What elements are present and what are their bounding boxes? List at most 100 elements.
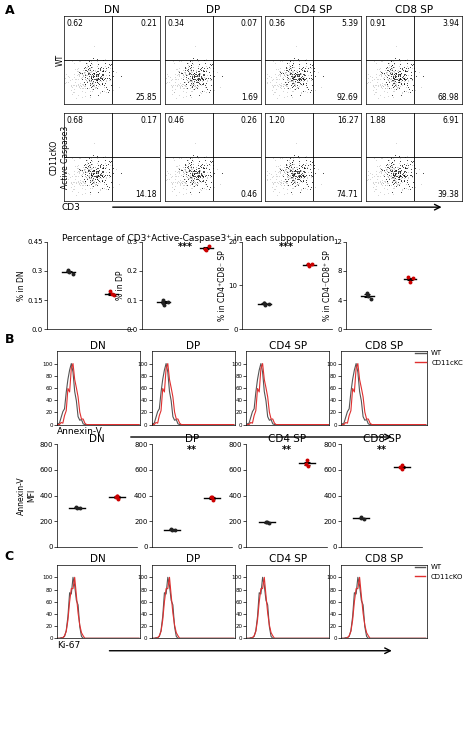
Point (188, 163, 195, 174)
Point (282, 79, 290, 91)
Point (188, 173, 196, 184)
Point (191, 80, 198, 92)
Point (191, 173, 198, 185)
Point (273, 176, 281, 188)
Point (390, 182, 398, 193)
Point (96, 86, 103, 98)
Point (387, 72, 395, 83)
Point (176, 178, 184, 190)
Point (377, 81, 385, 93)
Point (170, 80, 177, 92)
Point (177, 55, 185, 67)
Point (308, 156, 316, 168)
Point (71, 76, 78, 88)
Point (387, 169, 395, 181)
Point (410, 62, 418, 74)
Point (92, 79, 100, 91)
Point (75, 55, 82, 67)
Point (385, 166, 392, 178)
Point (373, 160, 381, 171)
Point (171, 184, 178, 195)
Point (297, 86, 305, 98)
Point (198, 70, 205, 81)
Point (376, 175, 383, 187)
Point (365, 291, 372, 302)
Point (303, 157, 310, 168)
Point (190, 78, 197, 89)
Point (198, 167, 205, 179)
Point (208, 155, 216, 167)
Point (289, 178, 296, 190)
Point (377, 166, 384, 178)
Point (188, 169, 195, 181)
Point (280, 165, 288, 177)
Point (408, 69, 415, 81)
Point (90, 73, 98, 85)
Point (299, 71, 306, 83)
Point (392, 70, 399, 82)
Point (182, 177, 190, 189)
Point (82, 57, 90, 69)
Point (88, 81, 96, 92)
Point (196, 67, 204, 78)
Point (107, 156, 114, 168)
Point (298, 87, 305, 99)
Point (290, 78, 297, 89)
Point (288, 176, 295, 187)
Point (283, 86, 291, 97)
Point (197, 71, 204, 83)
Point (71, 83, 78, 94)
Point (206, 155, 213, 167)
Point (203, 75, 210, 87)
Point (380, 78, 388, 89)
Point (298, 71, 305, 83)
Point (79, 78, 86, 89)
Point (191, 68, 199, 80)
Point (274, 160, 282, 172)
Point (388, 89, 396, 101)
Point (292, 80, 299, 92)
Point (187, 176, 194, 187)
Point (281, 70, 289, 82)
Point (283, 158, 290, 170)
Point (383, 158, 391, 170)
Text: 92.69: 92.69 (337, 93, 358, 102)
Point (397, 165, 404, 177)
Point (286, 179, 294, 190)
Point (372, 86, 380, 98)
Point (94, 81, 101, 92)
Point (89, 165, 96, 177)
Point (279, 164, 287, 176)
Point (181, 163, 188, 174)
Point (181, 67, 189, 79)
Point (94, 169, 102, 181)
Point (289, 168, 296, 180)
Point (194, 162, 201, 173)
Point (287, 74, 295, 86)
Point (400, 182, 408, 193)
Point (299, 172, 307, 184)
Point (392, 68, 400, 80)
Point (290, 163, 297, 174)
Point (77, 177, 85, 189)
Point (299, 75, 307, 86)
Point (201, 70, 208, 81)
Point (289, 78, 296, 89)
Point (399, 61, 406, 73)
Point (382, 168, 390, 179)
Point (273, 199, 281, 211)
Point (291, 71, 298, 83)
Point (293, 173, 301, 184)
Point (384, 90, 392, 102)
Point (197, 159, 205, 171)
Point (67, 176, 74, 187)
Point (394, 70, 402, 81)
Point (90, 76, 97, 88)
Point (290, 85, 297, 97)
Point (391, 180, 398, 192)
Point (412, 70, 419, 82)
Point (386, 64, 393, 75)
Point (392, 69, 399, 81)
Point (279, 67, 287, 78)
Point (78, 73, 86, 85)
